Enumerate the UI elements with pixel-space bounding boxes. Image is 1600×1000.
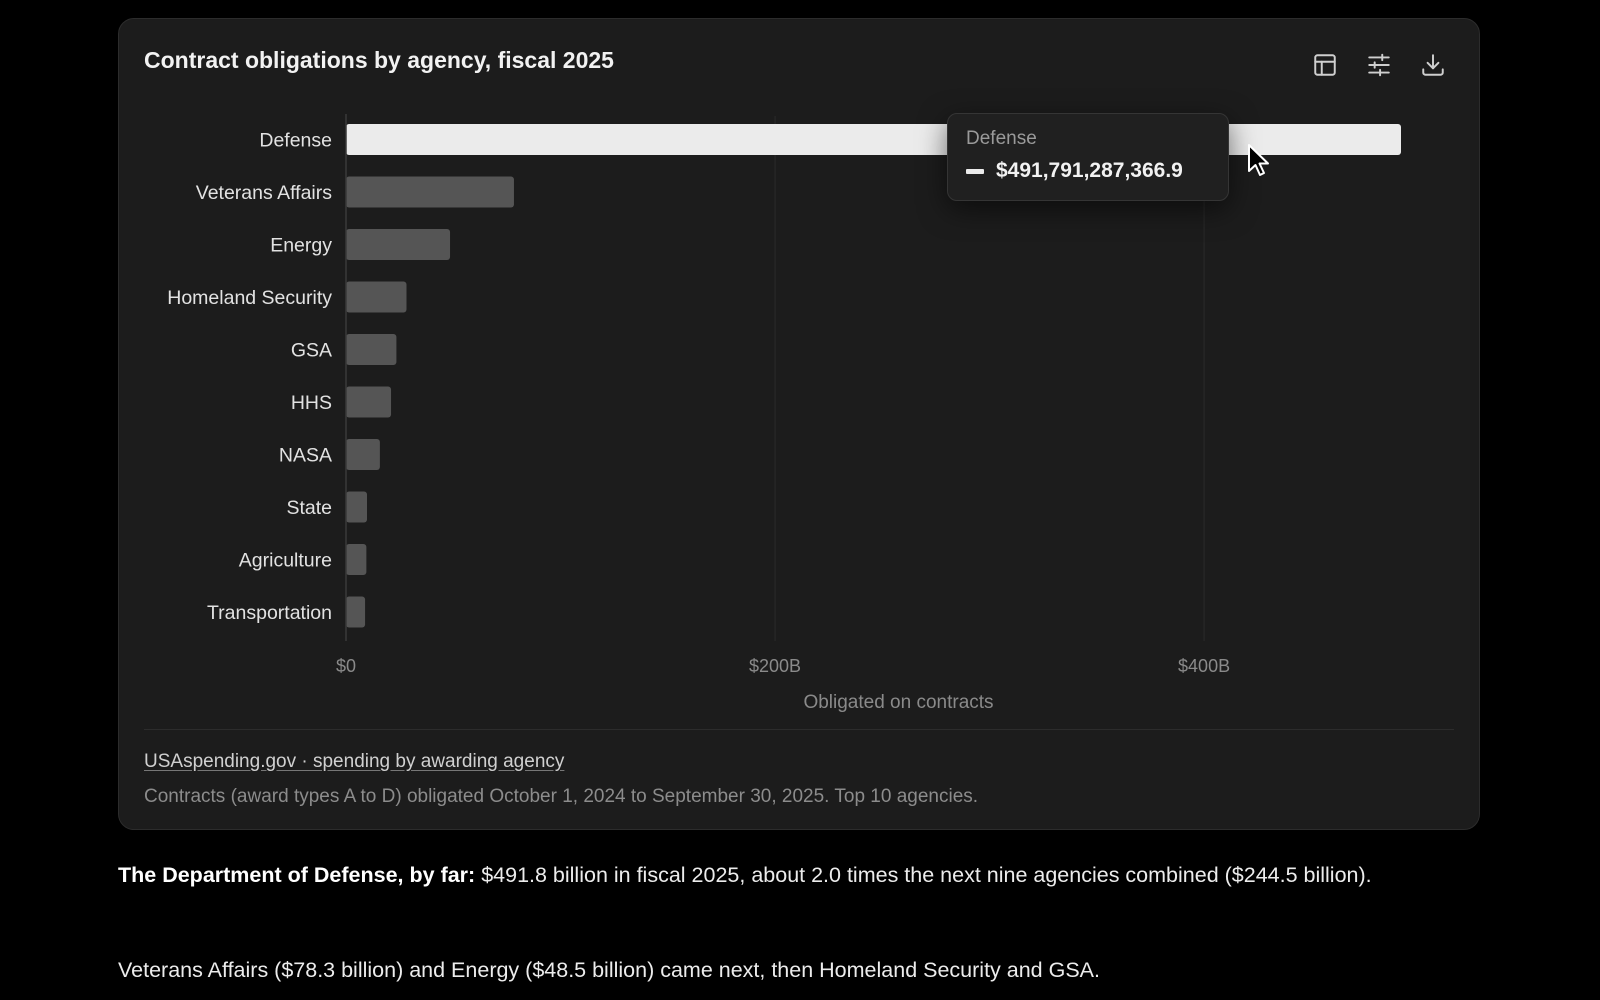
bar xyxy=(346,334,397,365)
bar xyxy=(346,281,407,313)
bar-chart: Defense Veterans Affairs Energy Homeland Se… xyxy=(167,114,1401,713)
chart-toolbar xyxy=(1309,49,1449,81)
card-divider xyxy=(144,729,1454,730)
download-button[interactable] xyxy=(1417,49,1449,81)
category-label: Agriculture xyxy=(239,550,332,572)
bar xyxy=(346,544,367,575)
chart-card: Contract obligations by agency, fiscal 2… xyxy=(118,18,1480,830)
x-tick-label: $400B xyxy=(1178,656,1230,676)
x-axis-title: Obligated on contracts xyxy=(803,692,993,713)
sliders-icon xyxy=(1368,53,1390,77)
tooltip-label: Defense xyxy=(966,128,1037,149)
mouse-cursor-icon xyxy=(1248,144,1269,176)
source-link[interactable]: USAspending.gov · spending by awarding a… xyxy=(144,751,565,772)
source-note: Contracts (award types A to D) obligated… xyxy=(144,786,979,807)
category-label: Veterans Affairs xyxy=(196,182,332,204)
category-label: Homeland Security xyxy=(167,287,332,309)
bar xyxy=(346,124,1401,155)
table-icon xyxy=(1314,54,1336,76)
category-label: GSA xyxy=(291,340,332,362)
summary-text: $491.8 billion in fiscal 2025, about 2.0… xyxy=(475,863,1372,887)
category-label: NASA xyxy=(279,445,332,467)
category-label: State xyxy=(286,497,332,519)
category-label: HHS xyxy=(291,392,332,414)
bar xyxy=(346,596,366,628)
x-tick-label: $200B xyxy=(749,656,801,676)
download-icon xyxy=(1422,54,1444,76)
bar xyxy=(346,491,368,523)
tooltip-swatch xyxy=(966,168,984,174)
adjust-button[interactable] xyxy=(1363,49,1395,81)
summary-second-paragraph: Veterans Affairs ($78.3 billion) and Ene… xyxy=(118,958,1100,982)
bar xyxy=(346,176,514,208)
chart-title: Contract obligations by agency, fiscal 2… xyxy=(144,47,614,73)
tooltip-value: $491,791,287,366.9 xyxy=(996,159,1183,182)
bar xyxy=(346,439,380,470)
summary-lead: The Department of Defense, by far: xyxy=(118,863,476,887)
summary-paragraph: The Department of Defense, by far: $491.… xyxy=(118,858,1458,893)
category-label: Transportation xyxy=(207,602,332,624)
x-tick-label: $0 xyxy=(336,656,356,676)
category-label: Defense xyxy=(259,130,332,152)
table-view-button[interactable] xyxy=(1309,49,1341,81)
category-label: Energy xyxy=(270,235,332,257)
bar xyxy=(346,229,451,260)
bar xyxy=(346,386,392,418)
chart-tooltip: Defense $491,791,287,366.9 xyxy=(947,113,1229,201)
